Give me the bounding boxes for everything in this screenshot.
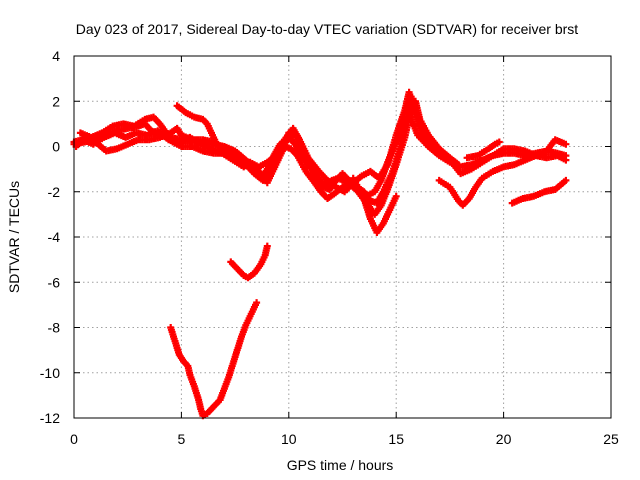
x-tick-label: 10 [281, 431, 297, 447]
chart-title: Day 023 of 2017, Sidereal Day-to-day VTE… [76, 21, 578, 37]
series-track-9 [508, 176, 570, 207]
y-tick-label: 0 [52, 139, 60, 155]
x-tick-label: 20 [496, 431, 512, 447]
y-tick-label: -2 [48, 184, 61, 200]
x-axis-label: GPS time / hours [287, 457, 394, 473]
data-points [70, 88, 570, 420]
data-point [253, 299, 261, 307]
y-tick-labels: 4 2 0 -2 -4 -6 -8 -10 -12 [40, 48, 60, 426]
x-tick-label: 15 [388, 431, 404, 447]
y-tick-label: 4 [52, 48, 60, 64]
data-point [263, 242, 271, 250]
series-track-5 [173, 102, 220, 146]
plot-frame [73, 55, 612, 419]
x-tick-label: 5 [178, 431, 186, 447]
data-point [495, 138, 503, 146]
data-point [392, 192, 400, 200]
y-axis-label: SDTVAR / TECUs [6, 181, 22, 293]
data-point [212, 138, 220, 146]
data-point [427, 136, 435, 144]
y-tick-label: -12 [40, 410, 60, 426]
y-tick-label: 2 [52, 93, 60, 109]
y-tick-label: -6 [48, 274, 61, 290]
data-point [562, 156, 570, 164]
x-tick-label: 25 [603, 431, 619, 447]
data-point [562, 176, 570, 184]
data-point [562, 140, 570, 148]
series-track-7 [435, 136, 570, 209]
x-tick-label: 0 [70, 431, 78, 447]
y-tick-label: -8 [48, 320, 61, 336]
y-tick-label: -10 [40, 365, 60, 381]
series-track-6 [349, 174, 400, 236]
x-tick-labels: 0 5 10 15 20 25 [70, 431, 619, 447]
series-track-8 [463, 138, 503, 162]
y-tick-label: -4 [48, 229, 61, 245]
series-track-11 [167, 299, 261, 420]
data-point [455, 161, 462, 169]
series-track-10 [227, 242, 271, 282]
